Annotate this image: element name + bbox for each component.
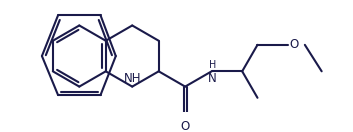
- Text: N: N: [208, 72, 217, 85]
- Text: NH: NH: [124, 72, 142, 85]
- Text: O: O: [180, 120, 190, 132]
- Text: H: H: [209, 60, 216, 70]
- Text: O: O: [290, 38, 299, 51]
